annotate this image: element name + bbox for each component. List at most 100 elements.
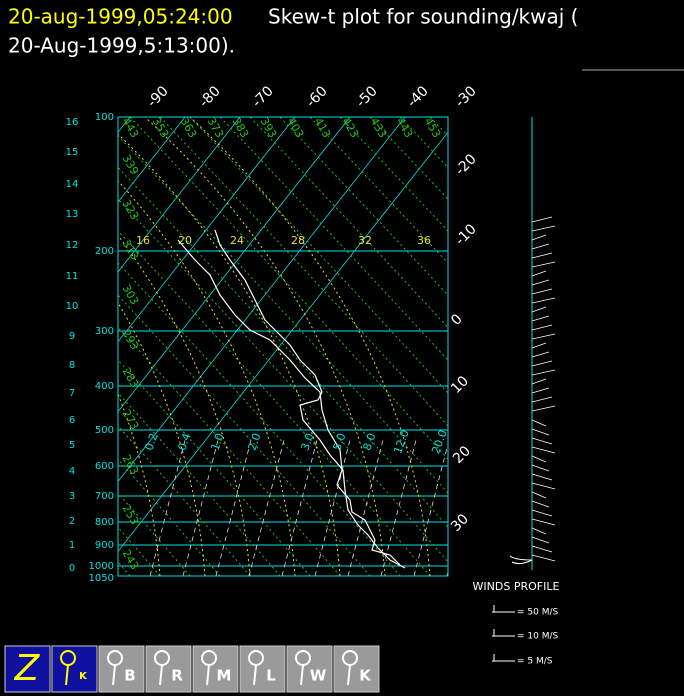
wind-barb	[531, 554, 556, 562]
toolbar-button[interactable]	[239, 645, 286, 693]
isotherm	[118, 117, 186, 203]
toolbar-button-label: B	[124, 667, 135, 685]
mixing-ratio-line	[248, 439, 285, 576]
toolbar-icon	[159, 664, 163, 686]
pressure-label: 1000	[89, 561, 114, 572]
toolbar-button-label: K	[79, 671, 88, 682]
wind-barb	[509, 555, 533, 565]
isotherm	[118, 117, 351, 413]
wind-barb	[531, 527, 547, 535]
wind-barb	[531, 261, 556, 268]
wet-bulb-label: 16	[136, 234, 150, 247]
wind-barb	[531, 509, 553, 517]
wind-barb	[531, 387, 550, 394]
wind-barb	[531, 369, 556, 376]
toolbar-icon	[112, 664, 116, 686]
height-label: 2	[69, 516, 75, 527]
wind-barb	[531, 378, 547, 385]
wind-barb	[531, 536, 550, 544]
moist-adiabat	[118, 392, 161, 576]
dry-adiabat	[129, 117, 448, 461]
dry-adiabat	[159, 117, 448, 427]
dry-adiabat	[219, 117, 448, 361]
toolbar-icon	[65, 664, 69, 686]
wind-barb	[531, 437, 553, 445]
dry-adiabat	[118, 230, 431, 576]
height-label: 16	[66, 117, 79, 128]
wind-legend-label: = 5 M/S	[517, 657, 553, 667]
mixing-ratio-line	[314, 439, 351, 576]
pressure-label: 600	[95, 461, 114, 472]
toolbar-button-label: Z	[14, 648, 41, 689]
height-label: 15	[66, 147, 79, 158]
height-label: 8	[69, 360, 75, 371]
wind-profile: WINDS PROFILE = 50 M/S = 10 M/S = 5 M/S	[473, 117, 559, 667]
wind-legend-barb	[492, 629, 515, 637]
pressure-label: 300	[95, 326, 114, 337]
mixing-ratio-line	[347, 439, 384, 576]
wet-bulb-label: 28	[291, 234, 305, 247]
temperature-profile	[214, 229, 406, 569]
dry-adiabat	[118, 198, 448, 563]
toolbar-button[interactable]	[4, 645, 51, 693]
dry-adiabat	[118, 326, 341, 576]
height-label: 7	[69, 388, 75, 399]
toolbar-button-label: L	[266, 667, 276, 685]
wind-barb	[531, 234, 547, 241]
wind-barb	[531, 225, 556, 232]
moist-adiabat	[118, 234, 251, 576]
isotherm	[118, 117, 241, 273]
wind-barb	[531, 473, 553, 481]
dry-adiabat	[118, 166, 448, 529]
height-label: 13	[66, 209, 79, 220]
dry-adiabat	[279, 117, 448, 296]
dry-adiabat	[189, 117, 448, 394]
toolbar-button[interactable]	[98, 645, 145, 693]
moist-adiabat	[118, 180, 296, 576]
toolbar-icon	[347, 664, 351, 686]
mixing-ratio-line	[281, 439, 318, 576]
wind-barb	[531, 482, 556, 490]
mixing-ratio-line	[149, 439, 186, 576]
mixing-ratio-label: 3.0	[298, 431, 316, 452]
wind-barb	[531, 333, 556, 340]
wind-barb	[531, 518, 556, 526]
dry-adiabat	[118, 135, 448, 494]
wet-bulb-label: 24	[230, 234, 244, 247]
height-label: 9	[69, 331, 75, 342]
mixing-ratio-line	[413, 442, 448, 576]
toolbar-button[interactable]	[333, 645, 380, 693]
height-label: 1	[69, 540, 75, 551]
dry-adiabat	[118, 359, 311, 576]
wind-legend-label: = 10 M/S	[517, 632, 559, 642]
pressure-label: 200	[95, 246, 114, 257]
height-label: 3	[69, 491, 75, 502]
wind-barb	[531, 342, 547, 349]
pressure-label: 900	[95, 540, 114, 551]
wind-legend-barb	[492, 654, 515, 662]
height-label: 6	[69, 415, 75, 426]
wind-barb	[531, 243, 550, 250]
isotherm	[118, 117, 296, 343]
wind-barb	[531, 279, 550, 286]
pressure-label: 800	[95, 517, 114, 528]
wind-barb	[531, 360, 553, 367]
toolbar-button[interactable]	[145, 645, 192, 693]
plot-grid	[118, 117, 448, 576]
moist-adiabat	[118, 133, 341, 576]
toolbar-button[interactable]	[51, 645, 98, 693]
toolbar-icon	[253, 664, 257, 686]
wind-barb	[531, 351, 550, 358]
mixing-ratio-label: 1.0	[208, 431, 226, 452]
mixing-ratio-label: 0.2	[142, 431, 160, 452]
wind-barb	[531, 500, 550, 508]
dry-adiabat	[118, 262, 401, 576]
pressure-label: 100	[95, 112, 114, 123]
wind-barb	[531, 464, 550, 472]
header-title: Skew-t plot for sounding/kwaj (	[268, 5, 578, 29]
wet-bulb-label: 36	[417, 234, 431, 247]
moist-adiabat	[189, 117, 431, 576]
wind-barb	[531, 288, 553, 295]
